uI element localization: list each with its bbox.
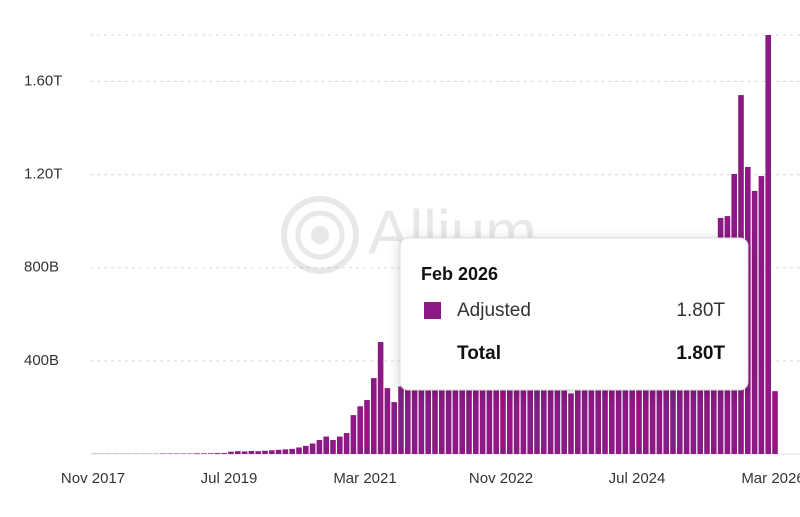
bar bbox=[588, 342, 595, 454]
bar bbox=[214, 453, 221, 454]
bar bbox=[541, 346, 547, 454]
x-tick-label: Mar 2021 bbox=[333, 470, 396, 487]
bar bbox=[547, 342, 554, 454]
tooltip-title: Feb 2026 bbox=[421, 264, 498, 284]
bar bbox=[520, 356, 527, 454]
bar bbox=[595, 332, 601, 454]
bar bbox=[425, 379, 431, 454]
bar bbox=[534, 353, 540, 454]
bar bbox=[581, 335, 588, 454]
bar bbox=[309, 443, 316, 454]
bar bbox=[235, 451, 241, 454]
bar bbox=[275, 449, 282, 454]
tooltip-series-name: Adjusted bbox=[457, 300, 531, 321]
bar bbox=[459, 365, 465, 454]
bar bbox=[303, 445, 309, 454]
bar bbox=[207, 453, 214, 454]
bar bbox=[466, 372, 472, 454]
bar bbox=[384, 388, 391, 454]
bar bbox=[316, 440, 323, 454]
x-tick-label: Jul 2019 bbox=[201, 470, 258, 487]
y-tick-label: 800B bbox=[24, 259, 59, 276]
bar bbox=[194, 453, 200, 454]
tooltip-total-value: 1.80T bbox=[676, 343, 725, 364]
bar bbox=[241, 451, 248, 454]
tooltip-box bbox=[399, 237, 749, 391]
bar bbox=[609, 335, 615, 454]
bar bbox=[398, 386, 404, 454]
bar bbox=[201, 453, 207, 454]
y-tick-label: 1.60T bbox=[24, 73, 62, 90]
bar bbox=[513, 360, 520, 454]
watermark-logo bbox=[311, 226, 329, 244]
watermark-logo bbox=[281, 196, 359, 274]
bar bbox=[221, 453, 227, 454]
tooltip-value: 1.80T bbox=[676, 300, 725, 321]
bar bbox=[568, 393, 574, 454]
bar bbox=[772, 391, 778, 454]
bar bbox=[282, 449, 289, 454]
bar bbox=[289, 448, 295, 454]
bar bbox=[248, 450, 255, 454]
bar bbox=[330, 440, 336, 454]
bar bbox=[751, 190, 758, 454]
x-tick-label: Mar 2026 bbox=[741, 470, 800, 487]
bar bbox=[269, 450, 275, 454]
bar bbox=[411, 377, 418, 454]
bar bbox=[255, 451, 261, 454]
bar bbox=[350, 415, 357, 454]
bar bbox=[439, 374, 445, 454]
bar bbox=[507, 353, 513, 454]
bar bbox=[765, 35, 771, 454]
y-tick-label: 400B bbox=[24, 352, 59, 369]
bar bbox=[357, 406, 363, 454]
tooltip: Feb 2026 Adjusted 1.80T Total 1.80T bbox=[399, 237, 749, 391]
bar bbox=[296, 447, 302, 454]
bar bbox=[432, 372, 438, 454]
x-tick-label: Nov 2017 bbox=[61, 470, 125, 487]
tooltip-total-label: Total bbox=[457, 343, 501, 364]
x-tick-label: Jul 2024 bbox=[609, 470, 666, 487]
bar bbox=[479, 363, 486, 454]
bar bbox=[418, 384, 425, 454]
bar bbox=[493, 365, 499, 454]
bar bbox=[561, 344, 567, 454]
bar bbox=[391, 402, 397, 454]
bar bbox=[364, 399, 370, 454]
bar bbox=[527, 349, 533, 454]
x-tick-label: Nov 2022 bbox=[469, 470, 533, 487]
bar bbox=[337, 436, 343, 454]
bar bbox=[371, 378, 377, 454]
tooltip-swatch bbox=[424, 302, 441, 319]
bar bbox=[758, 176, 765, 454]
bar bbox=[486, 360, 493, 454]
bar bbox=[473, 367, 479, 454]
bar bbox=[554, 349, 561, 454]
bar bbox=[228, 451, 234, 454]
bar bbox=[500, 358, 506, 454]
bar bbox=[323, 436, 329, 454]
bar bbox=[445, 377, 452, 454]
bar bbox=[575, 339, 581, 454]
watermark-logo bbox=[295, 210, 345, 260]
bar bbox=[405, 381, 411, 454]
bar bbox=[262, 450, 268, 454]
bar bbox=[452, 370, 459, 454]
y-tick-label: 1.20T bbox=[24, 166, 62, 183]
bar bbox=[343, 433, 350, 454]
bar bbox=[602, 328, 608, 454]
bar bbox=[377, 342, 384, 454]
